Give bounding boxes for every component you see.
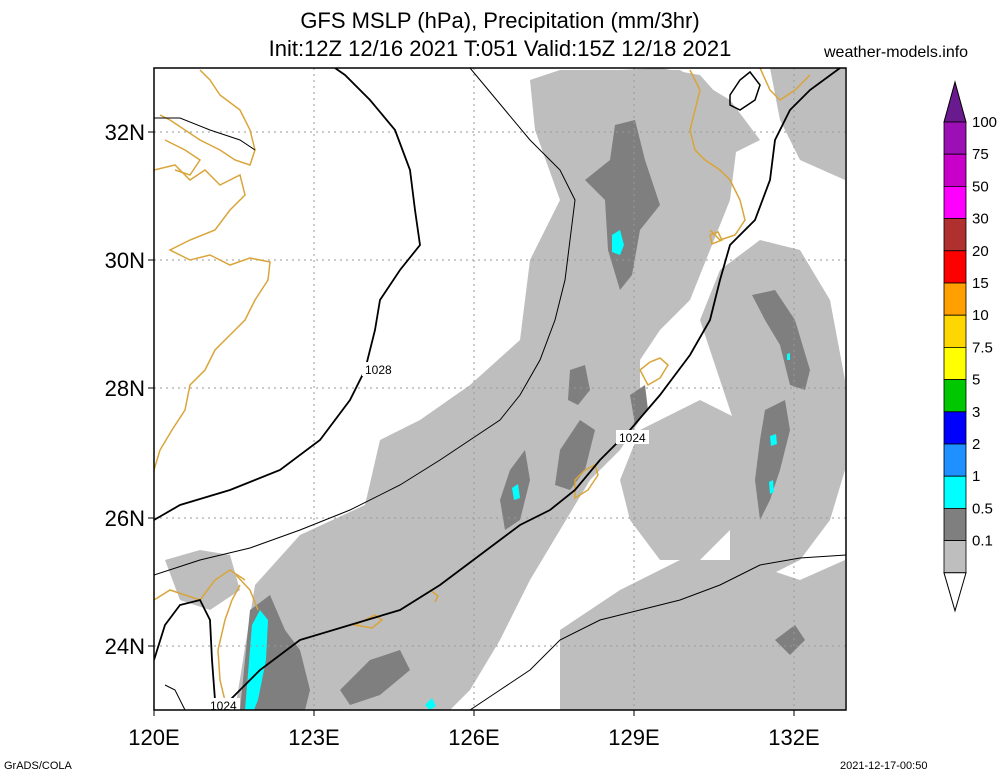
coast-china [154, 164, 271, 471]
precip-heavy-north [612, 230, 624, 255]
graticule [154, 68, 846, 710]
isobar-label-1024-sw: 1024 [210, 699, 237, 713]
x-tick-label: 129E [608, 725, 659, 750]
isobar-sw-small [164, 684, 186, 710]
coast-inner-bay [164, 139, 202, 176]
isobar-ne-loop [729, 70, 761, 111]
precip-colorbar: 100 75 50 30 20 15 10 7.5 5 3 2 1 0.5 0.1 [943, 80, 997, 613]
generation-timestamp: 2021-12-17-00:50 [840, 760, 928, 772]
coast-ryukyu2 [574, 463, 599, 500]
precip-band-southeast [560, 560, 845, 710]
colorbar-swatch [943, 411, 967, 445]
colorbar-label: 50 [972, 178, 989, 195]
colorbar-bottom-arrow [943, 572, 967, 613]
colorbar-swatch [943, 218, 967, 252]
coast-japan-kyushu [689, 69, 746, 241]
isobar-labels: 1028 1024 1024 [207, 362, 649, 713]
precip-core-south [340, 650, 410, 705]
colorbar-swatch [943, 507, 967, 541]
colorbar-swatch [943, 282, 967, 316]
y-tick-label: 24N [105, 634, 145, 659]
map-title: GFS MSLP (hPa), Precipitation (mm/3hr) [300, 8, 700, 33]
y-tick-label: 26N [105, 506, 145, 531]
colorbar-label: 75 [972, 146, 989, 163]
precip-core-east1 [752, 290, 810, 390]
colorbar-label: 5 [972, 372, 980, 389]
y-axis-labels: 32N 30N 28N 26N 24N [105, 120, 145, 659]
precip-heavy-sw [245, 610, 268, 710]
y-tick-label: 28N [105, 376, 145, 401]
precip-heavy-mid [512, 484, 520, 500]
colorbar-label: 0.1 [972, 533, 993, 550]
x-tick-label: 123E [288, 725, 339, 750]
x-tick-label: 126E [448, 725, 499, 750]
colorbar-swatch [943, 540, 967, 574]
colorbar-swatch [943, 185, 967, 219]
colorbar-swatch [943, 443, 967, 477]
colorbar-swatch [943, 121, 967, 155]
precip-core-east2 [755, 400, 790, 520]
colorbar-label: 3 [972, 404, 980, 421]
x-tick-label: 120E [128, 725, 179, 750]
isobar-1028 [154, 68, 421, 521]
map-subtitle: Init:12Z 12/16 2021 T:051 Valid:15Z 12/1… [268, 36, 732, 61]
isobar-label-1028: 1028 [365, 363, 392, 377]
colorbar-swatch [943, 250, 967, 284]
isobar-thin-nw [154, 117, 256, 151]
precip-core-se [775, 625, 805, 655]
colorbar-swatch [943, 475, 967, 509]
isobar-thin-south [469, 554, 846, 710]
coast-island-tok [429, 589, 439, 603]
precip-core-mid3 [568, 365, 590, 405]
colorbar-swatch [943, 314, 967, 348]
colorbar-swatch [943, 346, 967, 380]
colorbar-label: 10 [972, 307, 989, 324]
precip-heavy-east3 [787, 353, 790, 360]
coast-taiwan [217, 574, 259, 706]
precip-heavy-south [425, 698, 436, 710]
x-tick-label: 132E [768, 725, 819, 750]
colorbar-label: 7.5 [972, 339, 993, 356]
coast-island-kyushu-w [709, 231, 724, 246]
map-frame [153, 67, 847, 711]
software-credit: GrADS/COLA [4, 760, 72, 772]
colorbar-label: 100 [972, 114, 997, 131]
x-axis-labels: 120E 123E 126E 129E 132E [128, 725, 819, 750]
y-tick-label: 32N [105, 120, 145, 145]
colorbar-label: 20 [972, 243, 989, 260]
precip-core-mid1 [555, 420, 595, 490]
y-tick-label: 30N [105, 248, 145, 273]
precip-heavy-east1 [770, 434, 777, 446]
precip-core-north [585, 120, 660, 290]
colorbar-label: 1 [972, 468, 980, 485]
colorbar-label: 0.5 [972, 500, 993, 517]
colorbar-swatch [943, 153, 967, 187]
coastlines [154, 68, 811, 706]
precip-band-northeast [770, 68, 845, 180]
precip-high-areas [245, 230, 790, 710]
colorbar-top-arrow [943, 80, 967, 123]
coast-china-north [159, 69, 256, 166]
precip-band-mid [620, 400, 760, 560]
colorbar-label: 15 [972, 275, 989, 292]
precip-heavy-east2 [769, 480, 774, 494]
precip-mid-areas [240, 120, 810, 710]
coast-ryukyu1 [639, 357, 669, 387]
tick-marks [148, 131, 795, 716]
isobar-thin-north [154, 68, 576, 576]
map-plot-area: 1028 1024 1024 [154, 68, 846, 713]
isobar-label-1024-east: 1024 [619, 431, 646, 445]
isobar-sw-loop [154, 598, 216, 710]
coast-japan-south [759, 68, 811, 101]
site-credit: weather-models.info [824, 44, 969, 61]
precip-band-north [600, 70, 760, 160]
colorbar-label: 2 [972, 436, 980, 453]
colorbar-swatch [943, 379, 967, 413]
colorbar-label: 30 [972, 211, 989, 228]
